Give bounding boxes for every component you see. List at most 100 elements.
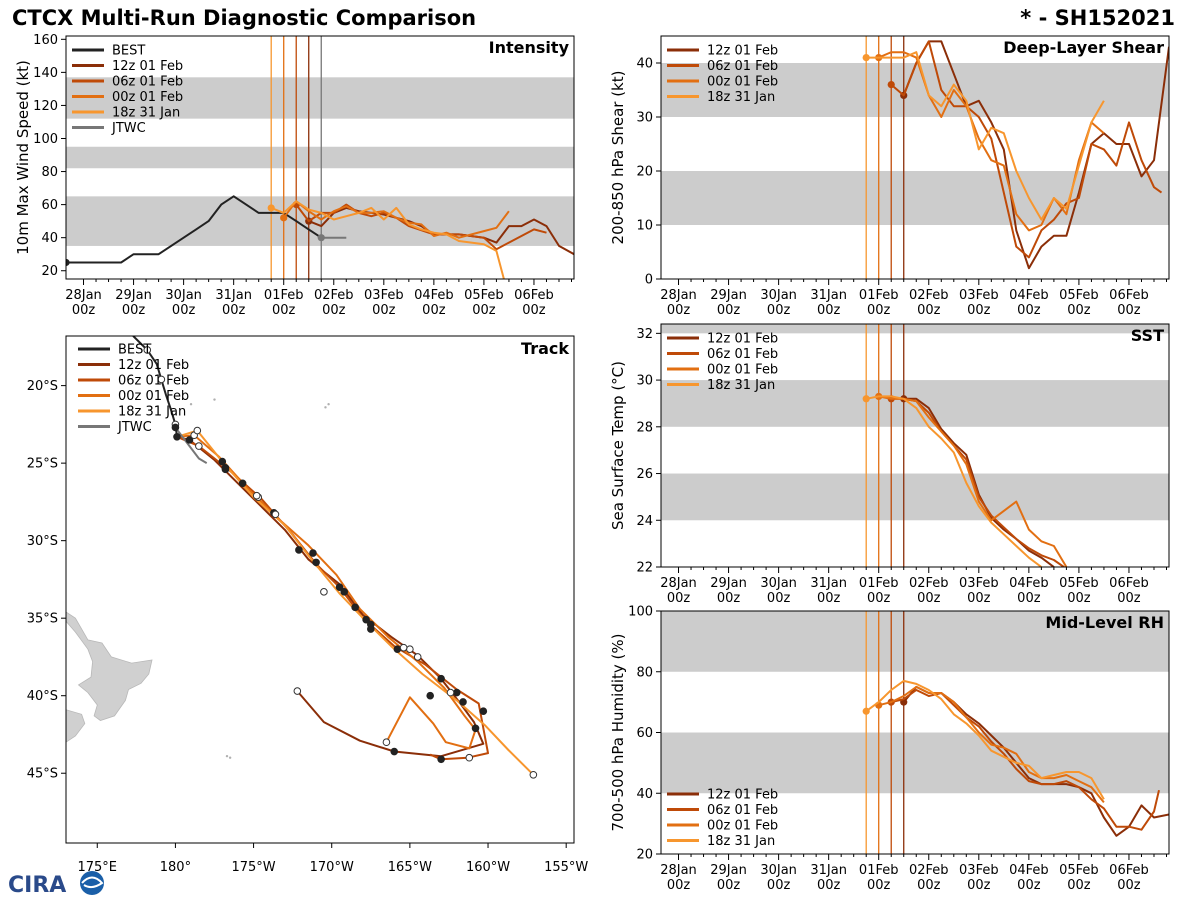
track-marker-open xyxy=(320,588,328,596)
series-start-marker xyxy=(862,395,870,403)
axes-frame xyxy=(660,323,1170,568)
x-tick-label: 00z xyxy=(967,878,991,893)
shear-panel: 28Jan00z29Jan00z30Jan00z31Jan00z01Feb00z… xyxy=(609,35,1170,318)
legend-label: 18z 31 Jan xyxy=(707,378,775,393)
x-tick-label: 01Feb xyxy=(859,288,899,303)
track-marker-open xyxy=(271,510,280,519)
track-marker-filled xyxy=(479,707,488,716)
legend-label: 18z 31 Jan xyxy=(707,834,775,849)
x-tick-label: 28Jan xyxy=(65,288,102,303)
x-tick-label: 00z xyxy=(1017,303,1041,318)
legend-label: 06z 01 Feb xyxy=(707,59,778,74)
panel-title: Intensity xyxy=(489,38,570,57)
track-marker-filled xyxy=(390,747,399,756)
y-tick-label: 40 xyxy=(41,231,58,246)
x-tick-label: 00z xyxy=(717,591,741,606)
track-marker-filled xyxy=(185,436,194,444)
y-tick-label: 22 xyxy=(636,561,653,576)
lon-tick-label: 175°W xyxy=(231,860,275,875)
x-tick-label: 03Feb xyxy=(364,288,404,303)
series-start-marker xyxy=(66,258,70,267)
series-line xyxy=(890,40,1163,259)
island-dot xyxy=(327,403,330,406)
land-polygon xyxy=(66,611,153,721)
track-marker-filled xyxy=(173,432,181,441)
x-tick-label: 00z xyxy=(1117,878,1141,893)
x-tick-label: 00z xyxy=(767,878,791,893)
x-tick-label: 00z xyxy=(1067,878,1091,893)
legend-label: 12z 01 Feb xyxy=(707,332,778,347)
x-tick-label: 00z xyxy=(72,303,96,318)
track-marker-open xyxy=(157,375,166,384)
x-tick-label: 00z xyxy=(917,878,941,893)
y-tick-label: 160 xyxy=(33,33,58,48)
lat-tick-label: 45°S xyxy=(27,767,58,782)
threshold-band xyxy=(66,77,574,119)
y-tick-label: 28 xyxy=(636,420,653,435)
track-marker-open xyxy=(382,738,391,747)
axes-frame xyxy=(65,35,575,280)
legend-label: 12z 01 Feb xyxy=(707,788,778,803)
x-tick-label: 30Jan xyxy=(760,863,797,878)
x-tick-label: 00z xyxy=(1017,591,1041,606)
legend-label: 06z 01 Feb xyxy=(707,803,778,818)
y-tick-label: 40 xyxy=(636,57,653,72)
track-marker-open xyxy=(446,688,455,697)
x-tick-label: 01Feb xyxy=(859,863,899,878)
x-tick-label: 00z xyxy=(967,591,991,606)
plot-area xyxy=(661,36,1169,279)
y-axis-label: 700-500 hPa Humidity (%) xyxy=(609,633,627,831)
x-tick-label: 06Feb xyxy=(1109,288,1149,303)
x-tick-label: 00z xyxy=(717,878,741,893)
x-tick-label: 00z xyxy=(667,303,691,318)
track-marker-filled xyxy=(426,691,434,700)
y-tick-label: 80 xyxy=(636,665,653,680)
x-tick-label: 00z xyxy=(1117,303,1141,318)
y-tick-label: 10 xyxy=(636,219,653,234)
x-tick-label: 00z xyxy=(767,303,791,318)
x-tick-label: 03Feb xyxy=(959,576,999,591)
panel-title: SST xyxy=(1131,326,1164,345)
island-dot xyxy=(213,398,216,401)
track-marker-open xyxy=(529,770,538,779)
rh-panel: 28Jan00z29Jan00z30Jan00z31Jan00z01Feb00z… xyxy=(609,605,1170,893)
x-tick-label: 00z xyxy=(717,303,741,318)
x-tick-label: 29Jan xyxy=(710,576,747,591)
track-marker-open xyxy=(465,753,474,762)
lat-tick-label: 35°S xyxy=(27,612,58,627)
y-tick-label: 30 xyxy=(636,374,653,389)
x-tick-label: 06Feb xyxy=(1109,576,1149,591)
legend-label: 00z 01 Feb xyxy=(707,363,778,378)
track-marker-filled xyxy=(340,588,349,596)
lat-tick-label: 30°S xyxy=(27,534,58,549)
x-tick-label: 28Jan xyxy=(660,863,697,878)
x-tick-label: 00z xyxy=(372,303,396,318)
track-line xyxy=(176,435,489,761)
x-tick-label: 00z xyxy=(867,303,891,318)
x-tick-label: 31Jan xyxy=(215,288,252,303)
lon-tick-label: 180° xyxy=(160,860,191,875)
legend-label: 06z 01 Feb xyxy=(707,347,778,362)
track-panel: 175°E 180° 175°W 170°W 165°W 160°W 155°W 20°S 25… xyxy=(27,335,588,875)
legend-label: 06z 01 Feb xyxy=(118,374,189,389)
threshold-band xyxy=(661,380,1169,427)
x-tick-label: 29Jan xyxy=(710,863,747,878)
island-dot xyxy=(225,754,229,758)
lon-tick-label: 170°W xyxy=(310,860,354,875)
y-tick-label: 40 xyxy=(636,787,653,802)
panel-title: Deep-Layer Shear xyxy=(1003,38,1164,57)
legend-label: 12z 01 Feb xyxy=(707,44,778,59)
lon-tick-label: 175°E xyxy=(77,860,117,875)
x-tick-label: 02Feb xyxy=(909,288,949,303)
x-tick-label: 04Feb xyxy=(1009,863,1049,878)
series-line xyxy=(866,51,1105,221)
y-axis-label: 10m Max Wind Speed (kt) xyxy=(14,60,32,255)
threshold-band xyxy=(661,611,1169,672)
cira-logo-text: CIRA xyxy=(8,873,66,898)
threshold-band xyxy=(661,324,1169,334)
x-tick-label: 02Feb xyxy=(314,288,354,303)
threshold-band xyxy=(661,171,1169,225)
plot-area xyxy=(661,324,1169,567)
track-marker-filled xyxy=(471,724,480,733)
